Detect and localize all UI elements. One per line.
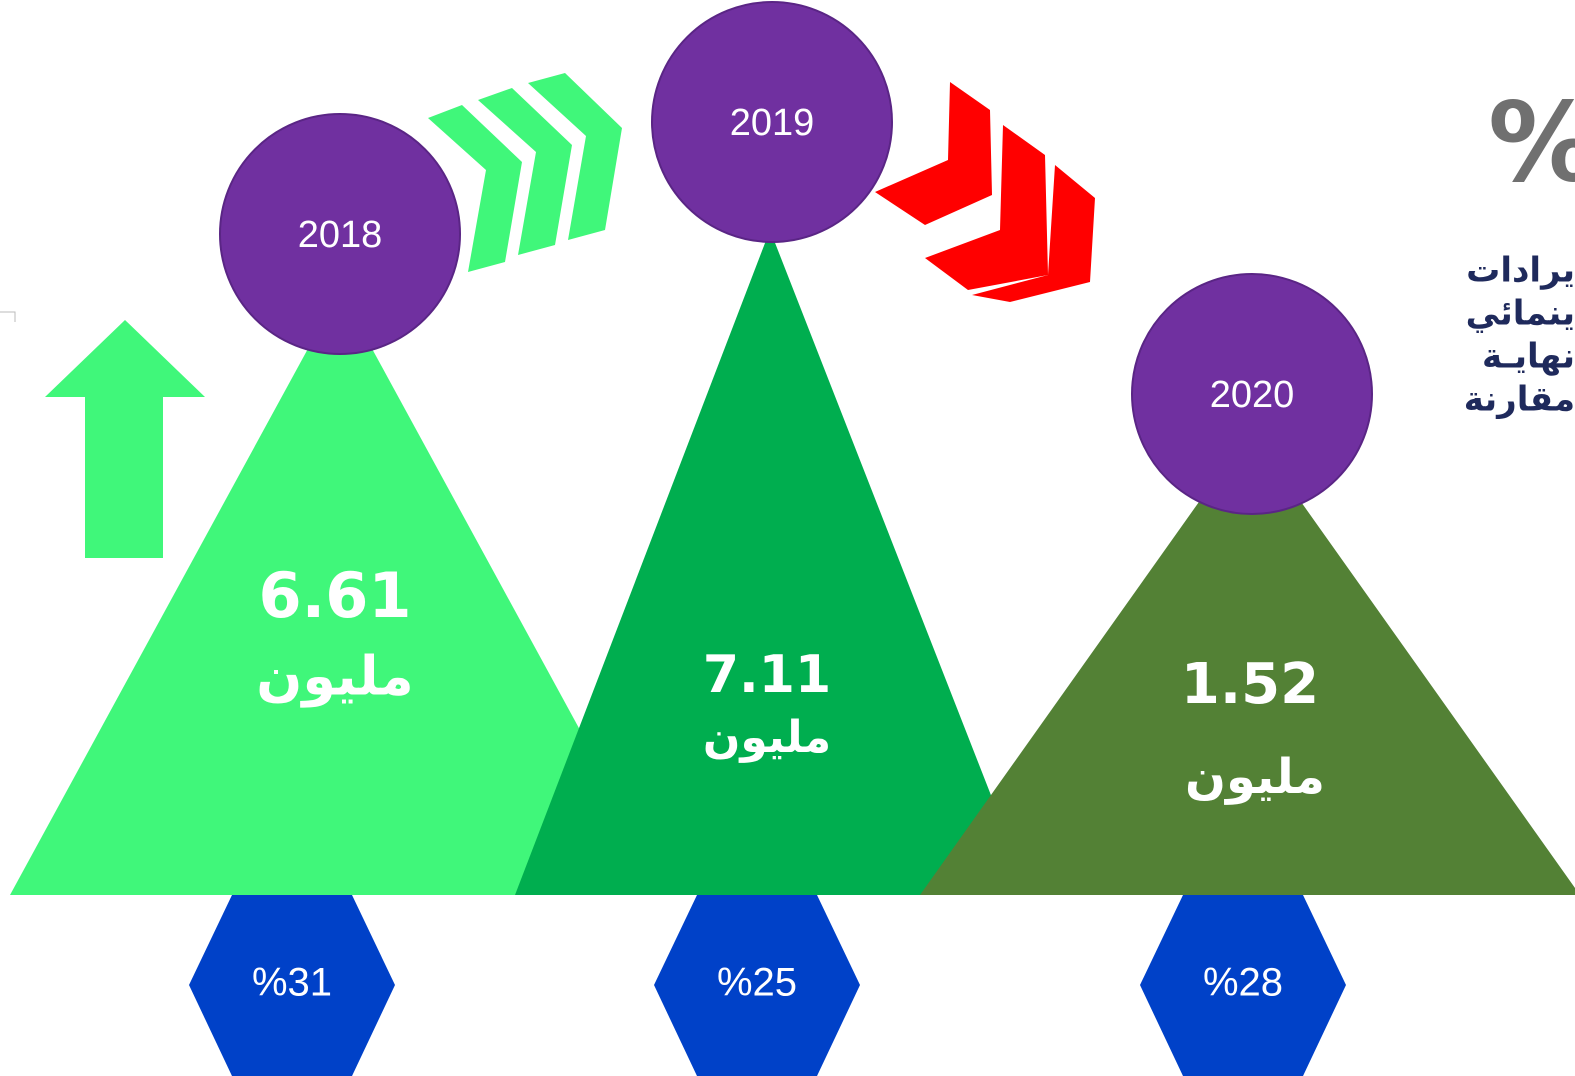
unit: مليون xyxy=(703,712,831,763)
year: 2020 xyxy=(1210,374,1295,416)
year: 2019 xyxy=(730,102,815,144)
triangle-2018 xyxy=(10,290,670,895)
side-text: ينمائي xyxy=(1466,294,1575,334)
side-text: يرادات xyxy=(1466,251,1575,291)
side-text: مقارنة xyxy=(1464,380,1575,420)
percent: %31 xyxy=(252,961,332,1005)
triangle-2020 xyxy=(920,430,1575,895)
percent-symbol: % xyxy=(1488,78,1575,206)
unit: مليون xyxy=(1185,749,1325,805)
corner-mark xyxy=(0,311,16,322)
green-chevrons xyxy=(428,73,622,272)
value: 7.11 xyxy=(703,645,831,705)
year: 2018 xyxy=(298,214,383,256)
value: 6.61 xyxy=(259,559,412,632)
hexagons xyxy=(189,895,1346,1076)
percent: %28 xyxy=(1203,961,1283,1005)
year-circles xyxy=(219,1,1373,515)
percent: %25 xyxy=(717,961,797,1005)
unit: مليون xyxy=(256,645,413,708)
red-chevrons xyxy=(875,82,1095,302)
triangle-2019 xyxy=(515,230,1030,895)
up-arrow xyxy=(45,320,205,558)
side-text: نهايـة xyxy=(1482,337,1575,377)
value: 1.52 xyxy=(1181,652,1319,717)
